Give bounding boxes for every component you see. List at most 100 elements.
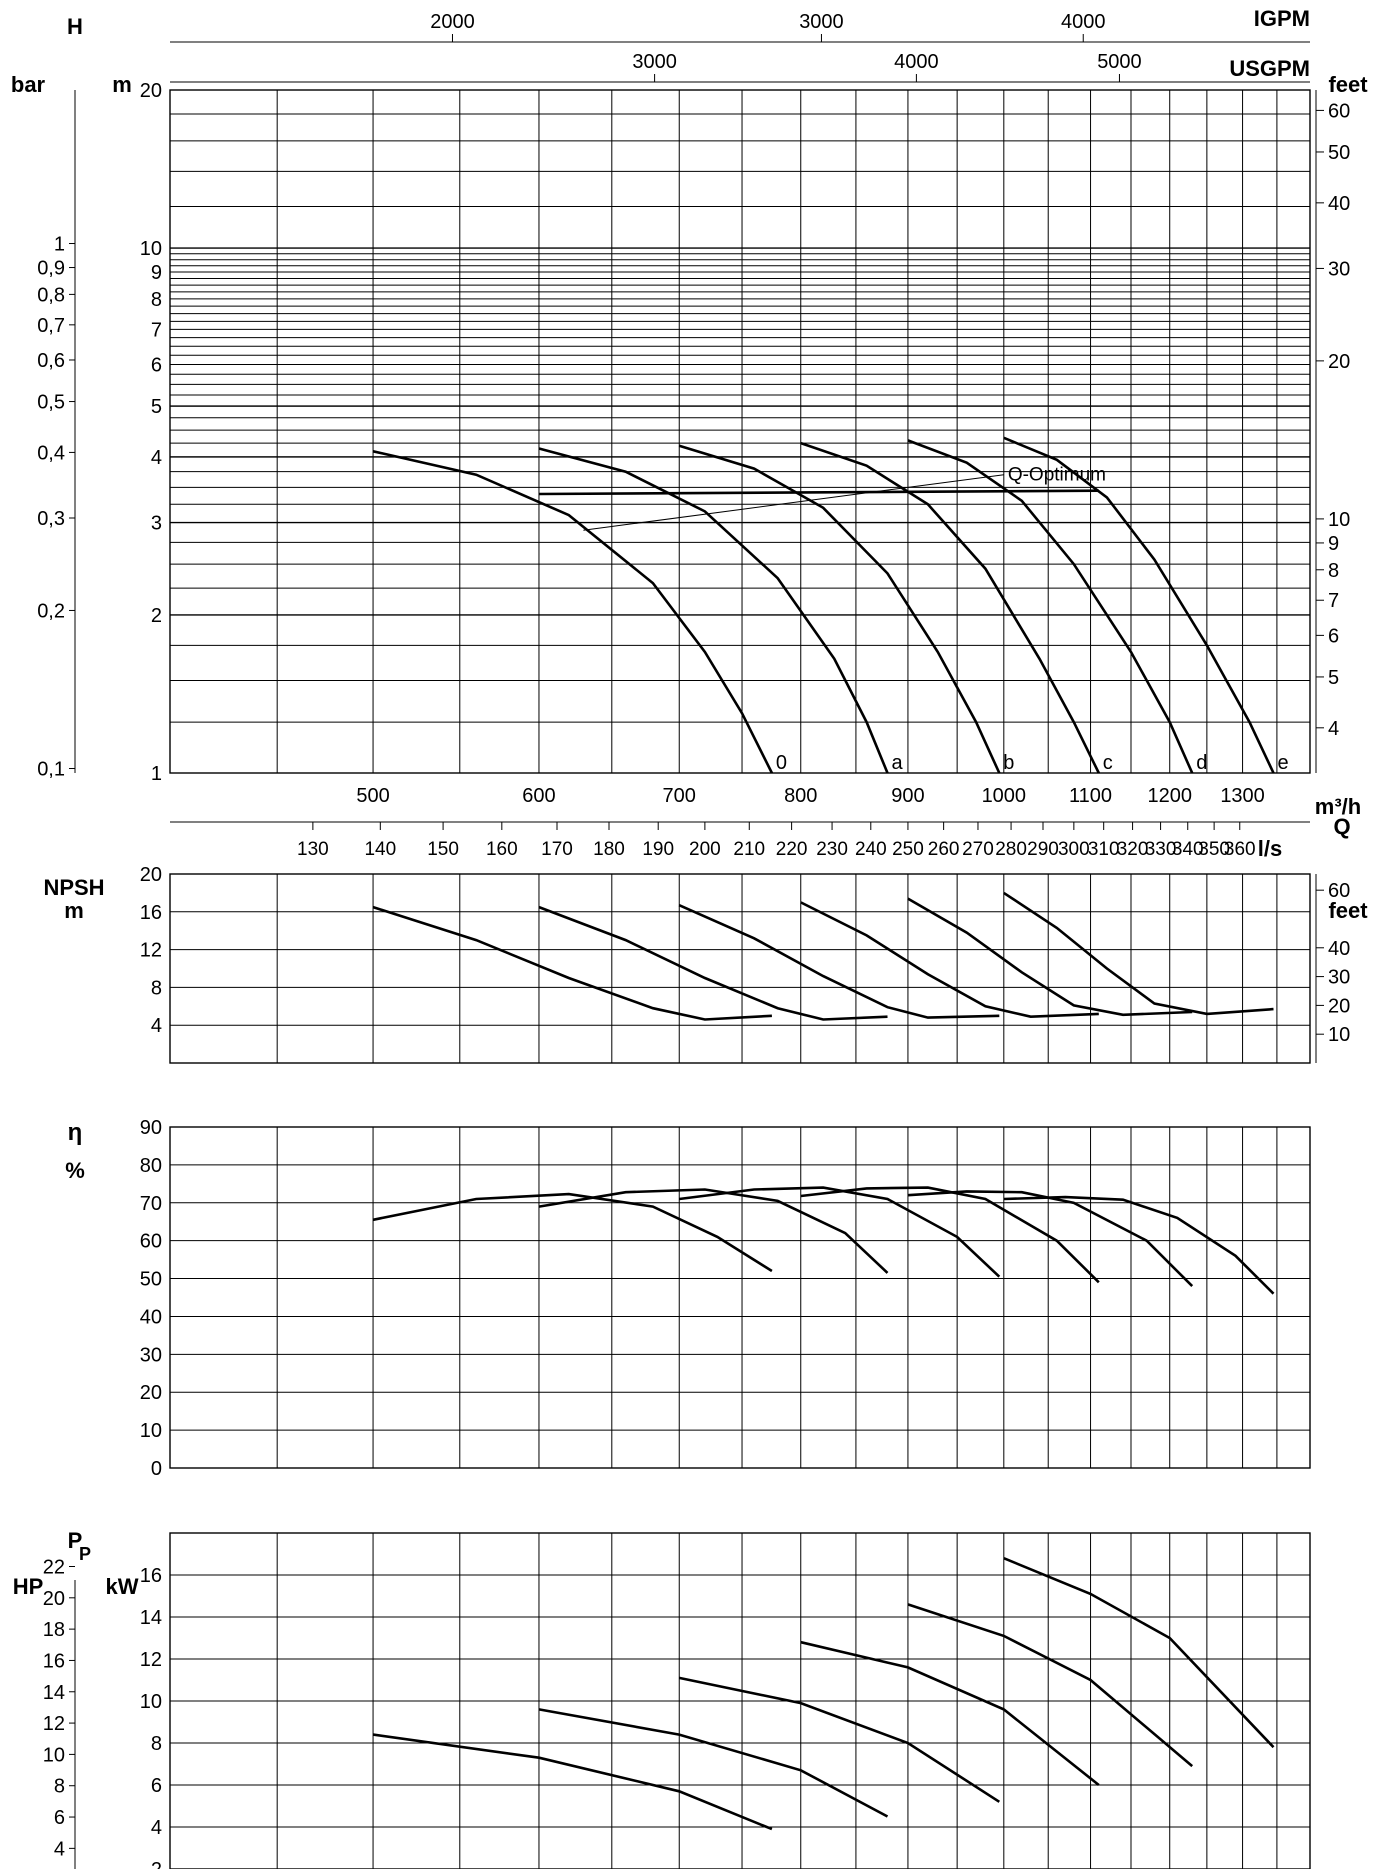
feet-tick-label: 10 [1328, 509, 1350, 531]
npsh-curve [372, 905, 772, 1021]
power-tick-label: 4 [151, 1817, 162, 1839]
power-axis-subscript: P [79, 1544, 91, 1564]
efficiency-tick-label: 80 [140, 1155, 162, 1177]
power-tick-label: 8 [151, 1733, 162, 1755]
npsh-tick-label: 16 [140, 902, 162, 924]
ls-tick-label: 170 [541, 839, 573, 860]
feet-tick-label: 8 [1328, 560, 1339, 582]
igpm-tick-label: 4000 [1061, 11, 1106, 33]
npsh-feet-tick-label: 40 [1328, 938, 1350, 960]
ls-tick-label: 200 [689, 839, 721, 860]
efficiency-panel-frame [169, 1126, 1311, 1469]
flow-m3h-tick-label: 600 [522, 785, 555, 807]
head-unit-feet: feet [1328, 72, 1368, 97]
feet-tick-label: 50 [1328, 142, 1350, 164]
head-curve-d [907, 439, 1194, 774]
efficiency-tick-label: 30 [140, 1344, 162, 1366]
igpm-tick-label: 3000 [799, 11, 844, 33]
hp-tick-label: 8 [54, 1776, 65, 1798]
head-axis-title: H [67, 14, 83, 39]
npsh-tick-label: 4 [151, 1015, 162, 1037]
npsh-panel-frame [169, 873, 1311, 1064]
feet-tick-label: 9 [1328, 533, 1339, 555]
head-m-tick-label: 6 [151, 354, 162, 376]
flow-m3h-tick-label: 800 [784, 785, 817, 807]
usgpm-tick-label: 3000 [632, 51, 677, 73]
flow-m3h-tick-label: 1100 [1069, 785, 1112, 807]
power-curve [538, 1708, 889, 1818]
head-m-tick-label: 2 [151, 605, 162, 627]
npsh-feet-tick-label: 10 [1328, 1024, 1350, 1046]
npsh-feet-tick-label: 30 [1328, 967, 1350, 989]
head-curve-label: d [1196, 752, 1207, 774]
head-curve-label: c [1103, 752, 1113, 774]
power-curve [907, 1603, 1194, 1768]
power-axis-title: P [68, 1528, 83, 1553]
efficiency-tick-label: 50 [140, 1269, 162, 1291]
npsh-curve [1003, 891, 1274, 1016]
power-tick-label: 6 [151, 1775, 162, 1797]
hp-tick-label: 6 [54, 1807, 65, 1829]
head-curve-e [1003, 436, 1275, 774]
npsh-tick-label: 20 [140, 864, 162, 886]
power-curve [1003, 1556, 1275, 1749]
power-tick-label: 10 [140, 1691, 162, 1713]
flow-ls-unit: l/s [1258, 836, 1282, 861]
efficiency-tick-label: 40 [140, 1306, 162, 1328]
power-panel-frame [169, 1532, 1311, 1869]
feet-tick-label: 20 [1328, 351, 1350, 373]
npsh-unit-m: m [64, 898, 84, 923]
flow-m3h-tick-label: 1300 [1220, 785, 1265, 807]
efficiency-curve [538, 1188, 889, 1274]
power-curve [800, 1640, 1100, 1787]
npsh-feet-tick-label: 60 [1328, 880, 1350, 902]
efficiency-tick-label: 70 [140, 1193, 162, 1215]
hp-tick-label: 18 [43, 1619, 65, 1641]
grid-layer [69, 34, 1324, 1869]
npsh-axis-title: NPSH [43, 875, 104, 900]
igpm-tick-label: 2000 [430, 11, 475, 33]
head-m-tick-label: 4 [151, 447, 162, 469]
efficiency-tick-label: 10 [140, 1420, 162, 1442]
power-tick-label: 16 [140, 1565, 162, 1587]
flow-m3h-tick-label: 500 [356, 785, 389, 807]
head-unit-bar: bar [11, 72, 46, 97]
ls-tick-label: 130 [297, 839, 329, 860]
bar-tick-label: 1 [54, 234, 65, 256]
npsh-curve [678, 904, 1000, 1019]
feet-tick-label: 4 [1328, 718, 1339, 740]
head-m-tick-label: 5 [151, 396, 162, 418]
head-m-tick-label: 10 [140, 238, 162, 260]
ls-tick-label: 340 [1172, 839, 1204, 860]
q-optimum-leader [583, 474, 1004, 531]
curves-layer [372, 436, 1275, 1831]
head-unit-m: m [112, 72, 132, 97]
labels-layer: 123456789102010,90,80,70,60,50,40,30,20,… [11, 6, 1368, 1869]
npsh-tick-label: 8 [151, 977, 162, 999]
flow-axis-title: Q [1333, 814, 1350, 839]
head-m-tick-label: 8 [151, 289, 162, 311]
npsh-feet-tick-label: 20 [1328, 995, 1350, 1017]
ls-tick-label: 250 [892, 839, 924, 860]
head-curve-label: a [891, 752, 903, 774]
bar-tick-label: 0,9 [37, 258, 65, 280]
ls-tick-label: 310 [1088, 839, 1120, 860]
efficiency-curve [907, 1190, 1194, 1288]
npsh-curve [907, 897, 1193, 1017]
head-m-tick-label: 3 [151, 513, 162, 535]
bar-tick-label: 0,7 [37, 315, 65, 337]
power-curve [372, 1733, 773, 1831]
ls-tick-label: 280 [995, 839, 1027, 860]
power-curve [678, 1676, 1001, 1803]
hp-tick-label: 16 [43, 1650, 65, 1672]
ls-tick-label: 150 [427, 839, 459, 860]
npsh-curve [538, 905, 888, 1021]
bar-tick-label: 0,2 [37, 600, 65, 622]
flow-m3h-tick-label: 900 [891, 785, 924, 807]
ls-tick-label: 220 [776, 839, 808, 860]
head-curve-label: e [1278, 752, 1289, 774]
hp-tick-label: 22 [43, 1556, 65, 1578]
bar-tick-label: 0,8 [37, 284, 65, 306]
head-curve-a [538, 447, 889, 774]
ls-tick-label: 330 [1145, 839, 1177, 860]
